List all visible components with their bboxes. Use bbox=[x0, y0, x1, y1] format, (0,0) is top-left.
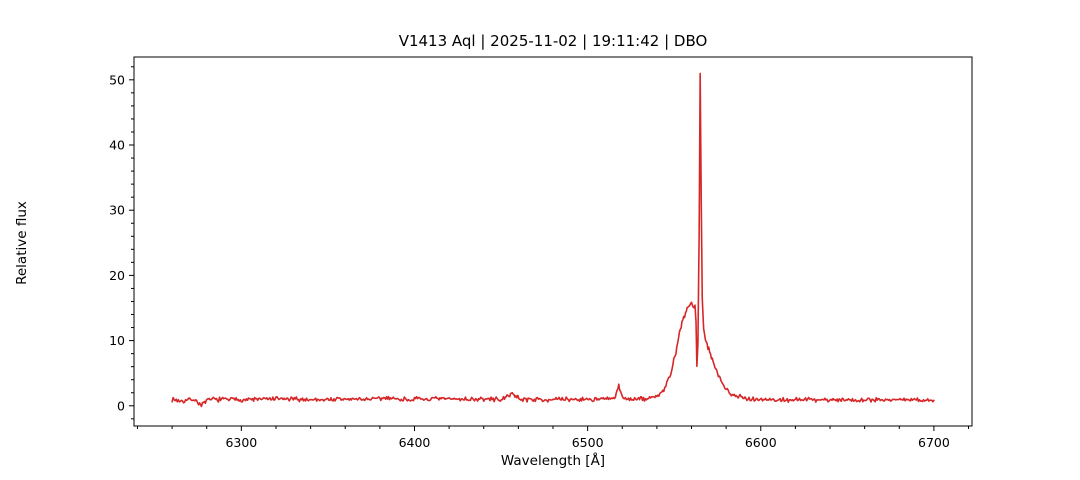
y-tick-label: 10 bbox=[109, 333, 125, 348]
chart-title: V1413 Aql | 2025-11-02 | 19:11:42 | DBO bbox=[398, 32, 708, 50]
spectrum-line bbox=[171, 72, 935, 408]
x-tick-label: 6700 bbox=[918, 435, 950, 450]
y-axis-ticks bbox=[129, 66, 134, 420]
x-tick-label: 6600 bbox=[745, 435, 777, 450]
x-tick-label: 6400 bbox=[399, 435, 431, 450]
y-tick-label: 30 bbox=[109, 203, 125, 218]
y-tick-label: 0 bbox=[117, 398, 125, 413]
plot-frame bbox=[133, 56, 973, 427]
y-tick-label: 40 bbox=[109, 138, 125, 153]
y-axis-label: Relative flux bbox=[14, 201, 30, 285]
y-tick-label: 20 bbox=[109, 268, 125, 283]
y-tick-label: 50 bbox=[109, 72, 125, 87]
tick-labels: 6300 6400 6500 6600 6700 0 10 20 30 40 50 bbox=[109, 72, 950, 450]
x-axis-label: Wavelength [Å] bbox=[500, 453, 606, 469]
x-tick-label: 6300 bbox=[225, 435, 257, 450]
x-tick-label: 6500 bbox=[572, 435, 604, 450]
x-axis-ticks bbox=[136, 426, 970, 431]
